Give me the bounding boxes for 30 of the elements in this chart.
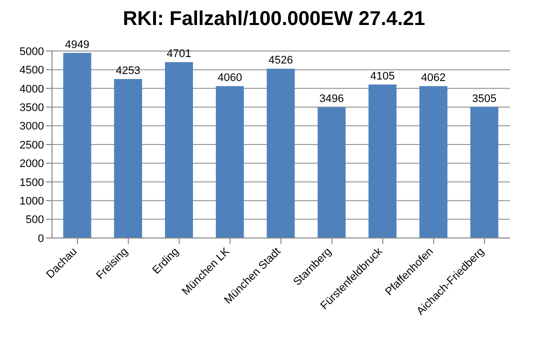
y-tick-label: 2000 (20, 158, 44, 170)
data-label: 4105 (370, 70, 395, 82)
data-label: 4062 (421, 72, 446, 84)
data-label: 4060 (218, 72, 242, 84)
chart-title: RKI: Fallzahl/100.000EW 27.4.21 (122, 8, 426, 31)
bar (419, 86, 448, 238)
y-tick-label: 3500 (20, 102, 44, 114)
bar (368, 84, 397, 238)
y-tick-label: 0 (38, 232, 44, 245)
y-tick-label: 5000 (20, 46, 44, 58)
data-label: 4526 (268, 54, 293, 67)
y-tick-label: 1000 (20, 196, 44, 208)
bar (318, 107, 346, 238)
bar (266, 68, 295, 238)
data-label: 4949 (64, 38, 90, 51)
data-label: 3505 (472, 92, 497, 105)
data-label: 4253 (116, 64, 140, 77)
bar (114, 78, 142, 238)
bar (63, 52, 92, 238)
bar (470, 106, 498, 238)
y-tick-label: 3000 (20, 120, 44, 133)
y-tick-label: 500 (26, 214, 44, 226)
y-tick-label: 4500 (20, 64, 44, 77)
bar (164, 62, 193, 238)
y-tick-label: 2500 (20, 139, 44, 152)
data-label: 4701 (166, 48, 192, 60)
y-tick-label: 4000 (20, 83, 44, 96)
y-tick-label: 1500 (20, 176, 44, 189)
data-label: 3496 (319, 93, 344, 106)
bar (216, 86, 244, 238)
